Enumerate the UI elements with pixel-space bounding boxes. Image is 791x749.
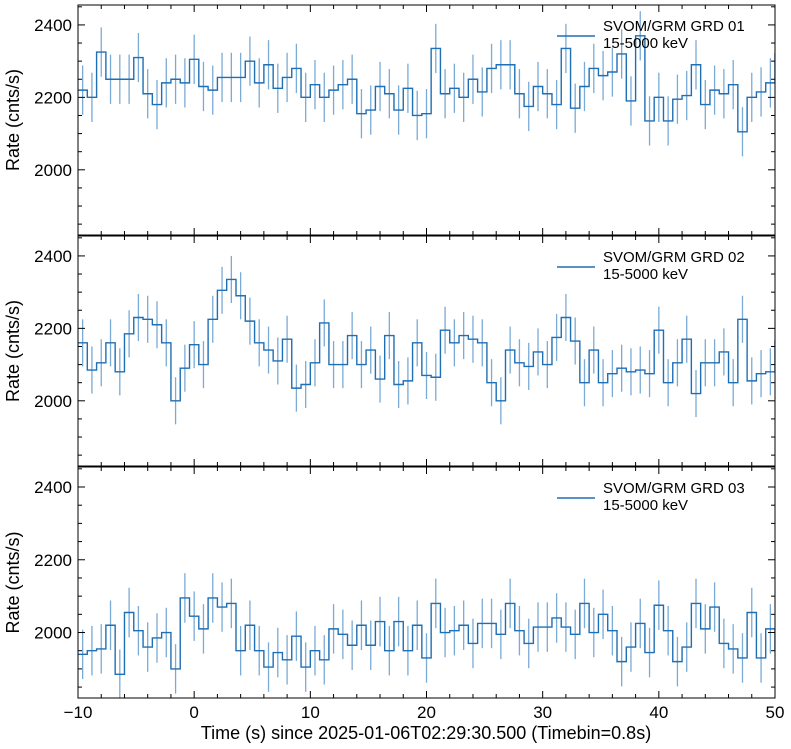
series-step-line xyxy=(78,597,775,676)
series-group xyxy=(78,255,775,425)
x-tick-label: 0 xyxy=(189,703,198,722)
y-tick-label: 2000 xyxy=(34,392,72,411)
legend-band: 15-5000 keV xyxy=(603,266,688,283)
legend-label: SVOM/GRM GRD 01 xyxy=(603,18,745,35)
legend-band: 15-5000 keV xyxy=(603,497,688,514)
y-tick-label: 2400 xyxy=(34,16,72,35)
x-tick-label: 50 xyxy=(766,703,785,722)
y-axis-label: Rate (cnts/s) xyxy=(3,531,23,633)
panel-2: 2000 2200 2400 Rate (cnts/s) SVOM/GRM GRD 02… xyxy=(3,235,776,467)
y-tick-label: 2200 xyxy=(34,551,72,570)
x-tick-label: 40 xyxy=(649,703,668,722)
y-tick-label: 2200 xyxy=(34,88,72,107)
y-axis-label: Rate (cnts/s) xyxy=(3,300,23,402)
panel-3: 2000 2200 2400 Rate (cnts/s) SVOM/GRM GRD 03… xyxy=(3,466,785,722)
legend-label: SVOM/GRM GRD 02 xyxy=(603,249,745,266)
y-tick-label: 2000 xyxy=(34,624,72,643)
series-step-line xyxy=(78,35,775,133)
y-tick-label: 2200 xyxy=(34,319,72,338)
y-tick-label: 2400 xyxy=(34,247,72,266)
x-tick-label: 30 xyxy=(533,703,552,722)
series-step-line xyxy=(78,278,775,402)
y-axis-label: Rate (cnts/s) xyxy=(3,69,23,171)
y-tick-label: 2000 xyxy=(34,161,72,180)
legend-label: SVOM/GRM GRD 03 xyxy=(603,480,745,497)
panel-1: 2000 2200 2400 Rate (cnts/s) SVOM/GRM GRD 01… xyxy=(3,4,776,236)
y-tick-label: 2400 xyxy=(34,478,72,497)
x-tick-label: −10 xyxy=(64,703,93,722)
x-tick-label: 20 xyxy=(417,703,436,722)
series-group xyxy=(78,573,775,698)
x-axis-label: Time (s) since 2025-01-06T02:29:30.500 (… xyxy=(201,723,651,743)
series-group xyxy=(78,11,775,157)
panels-group: 2000 2200 2400 Rate (cnts/s) SVOM/GRM GRD 01… xyxy=(3,4,785,722)
x-tick-label: 10 xyxy=(301,703,320,722)
legend-band: 15-5000 keV xyxy=(603,35,688,52)
